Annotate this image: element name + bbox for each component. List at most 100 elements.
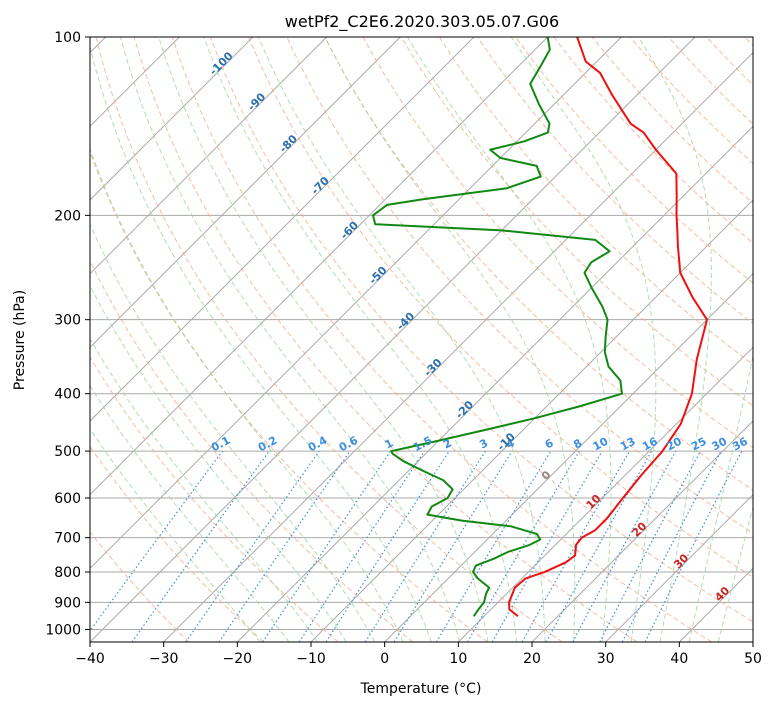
x-tick-label: −40 [75, 651, 105, 667]
dry-adiabat-line [90, 356, 339, 642]
mixing-ratio-label: 10 [591, 435, 611, 454]
mixing-ratio-line [644, 450, 743, 642]
isotherm-line [384, 272, 753, 642]
isotherm-line [752, 641, 753, 642]
isotherm-label: -30 [421, 356, 444, 379]
moist-adiabat-line [257, 37, 546, 642]
isotherm-line [90, 37, 254, 201]
mixing-ratio-label: 2 [441, 436, 454, 451]
dry-adiabat-line [668, 37, 753, 125]
isotherm-line [90, 37, 549, 496]
moist-adiabat-line [717, 505, 753, 642]
isotherm-line [236, 125, 753, 642]
isotherm-line [457, 346, 753, 642]
dry-adiabat-line [477, 37, 753, 325]
dry-adiabat-line [706, 37, 753, 86]
moist-adiabat-line [90, 384, 290, 642]
y-tick-label: 900 [54, 595, 81, 611]
y-tick-label: 500 [54, 444, 81, 460]
y-tick-label: 800 [54, 565, 81, 581]
mixing-ratio-line [185, 450, 320, 642]
y-tick-label: 300 [54, 313, 81, 329]
isotherm-line [678, 567, 753, 642]
mixing-ratio-line [90, 450, 223, 632]
isotherm-line [605, 493, 753, 642]
temperature-profile-line [508, 37, 708, 618]
x-tick-label: 0 [380, 651, 389, 667]
y-tick-label: 1000 [45, 622, 81, 638]
isotherm-label: -60 [338, 218, 361, 241]
dry-adiabat-line [90, 445, 264, 642]
x-tick-label: 40 [670, 651, 688, 667]
mixing-ratio-line [435, 450, 552, 642]
moist-adiabat-line [90, 223, 376, 642]
moist-adiabat-line [510, 37, 657, 642]
dry-adiabat-line [90, 150, 488, 642]
moist-adiabat-line [158, 37, 489, 642]
moist-adiabat-line [90, 427, 261, 642]
dry-adiabat-line [744, 37, 753, 47]
moist-adiabat-line [637, 37, 712, 642]
moist-adiabat-line [688, 353, 753, 642]
dry-adiabat-line [439, 37, 753, 366]
isotherm-line [531, 420, 753, 642]
x-tick-label: −10 [296, 651, 326, 667]
isotherm-label: -90 [245, 90, 268, 113]
dewpoint-profile-line [372, 37, 623, 617]
y-tick-label: 400 [54, 387, 81, 403]
isotherm-label: -40 [394, 310, 417, 333]
x-tick-label: 50 [744, 651, 762, 667]
mixing-ratio-label: 1 [383, 436, 396, 451]
isotherm-line [310, 199, 753, 642]
y-tick-label: 100 [54, 30, 81, 46]
x-tick-label: 30 [597, 651, 615, 667]
mixing-ratio-line [131, 450, 270, 642]
isotherm-label: 30 [671, 551, 691, 571]
mixing-ratio-line [262, 450, 392, 642]
y-tick-label: 200 [54, 208, 81, 224]
dry-adiabat-line [171, 37, 712, 642]
dry-adiabat-line [324, 37, 753, 491]
dry-adiabat-line [400, 37, 753, 407]
dry-adiabat-line [248, 37, 753, 578]
x-tick-label: −30 [149, 651, 179, 667]
mixing-ratio-label: 25 [689, 435, 709, 454]
isotherm-line [90, 37, 696, 642]
isotherm-line [90, 37, 328, 275]
isotherm-label: -10 [495, 430, 518, 453]
mixing-ratio-line [393, 450, 513, 642]
isotherm-label: -70 [309, 174, 332, 197]
dry-adiabat-line [553, 37, 753, 244]
chart-title: wetPf2_C2E6.2020.303.05.07.G06 [285, 12, 559, 32]
dry-adiabat-line [591, 37, 753, 204]
mixing-ratio-label: 36 [730, 435, 750, 454]
x-tick-label: 20 [523, 651, 541, 667]
x-tick-label: −20 [223, 651, 253, 667]
moist-adiabat-line [90, 337, 319, 642]
dry-adiabat-line [90, 259, 414, 642]
moist-adiabat-line [324, 37, 576, 642]
isotherm-label: -100 [207, 49, 236, 78]
isotherm-line [90, 37, 401, 349]
mixing-ratio-label: 13 [618, 435, 638, 454]
isotherm-label: -50 [366, 264, 389, 287]
moist-adiabat-line [90, 284, 347, 642]
isotherm-line [90, 37, 475, 422]
mixing-ratio-label: 30 [710, 435, 730, 454]
isotherm-label: -20 [453, 398, 476, 421]
mixing-ratio-line [218, 450, 351, 642]
moist-adiabat-line [90, 45, 432, 642]
dry-adiabat-line [210, 37, 753, 623]
isotherm-label: -80 [277, 132, 300, 155]
plot-frame [89, 36, 754, 643]
y-tick-label: 600 [54, 491, 81, 507]
mixing-ratio-label: 20 [664, 435, 684, 454]
mixing-ratio-label: 6 [543, 436, 556, 451]
mixing-ratio-line [298, 450, 425, 642]
mixing-ratio-line [545, 450, 653, 642]
dry-adiabat-line [95, 37, 563, 642]
moist-adiabat-line [119, 37, 461, 642]
mixing-ratio-label: 3 [477, 436, 490, 451]
mixing-ratio-label: 16 [640, 435, 660, 454]
